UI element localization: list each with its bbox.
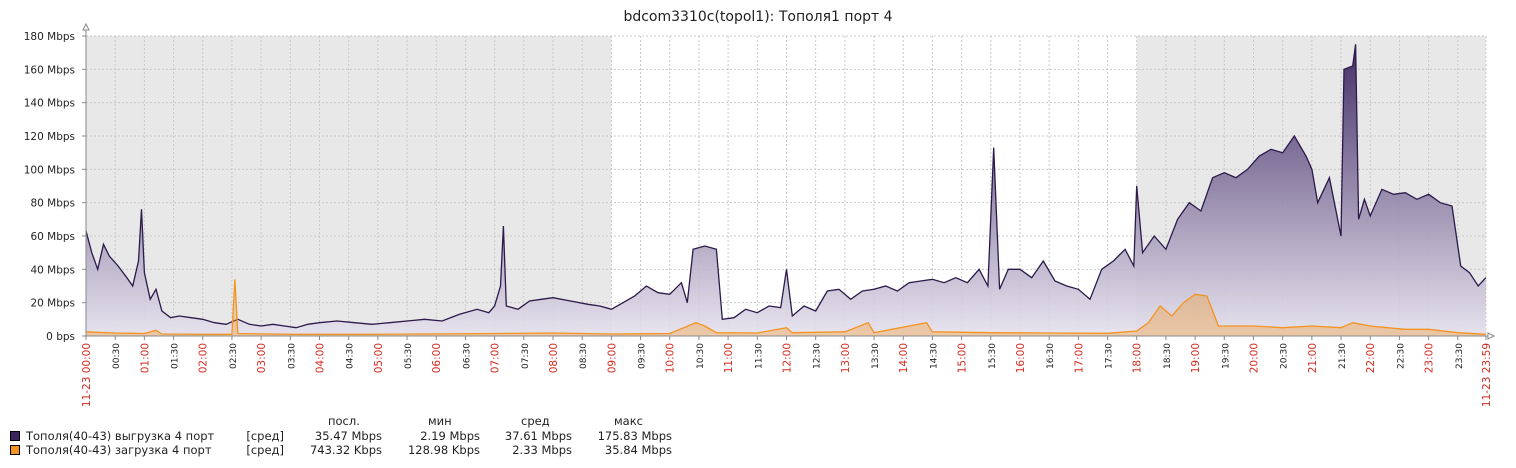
legend-header-avg: сред xyxy=(521,414,550,428)
x-tick-label: 17:00 xyxy=(1073,343,1085,373)
download-line xyxy=(85,279,1486,335)
x-tick-label: 02:30 xyxy=(229,343,239,369)
x-tick-label: 19:30 xyxy=(1221,343,1231,369)
x-tick-label: 11-23 23:59 xyxy=(1481,343,1493,407)
legend-func: [сред] xyxy=(246,443,284,457)
x-tick-label: 19:00 xyxy=(1190,343,1202,373)
legend-row-upload: Тополя(40-43) выгрузка 4 порт [сред] 35.… xyxy=(10,429,710,443)
legend-last: 743.32 Kbps xyxy=(309,443,382,457)
x-tick-label: 07:30 xyxy=(521,343,531,369)
x-tick-label: 20:30 xyxy=(1280,343,1290,369)
upload-line xyxy=(85,44,1487,329)
x-tick-label: 06:00 xyxy=(431,343,443,373)
x-tick-label: 11:30 xyxy=(754,343,764,369)
legend-max: 35.84 Mbps xyxy=(604,443,672,457)
legend-last: 35.47 Mbps xyxy=(314,429,382,443)
legend-row-download: Тополя(40-43) загрузка 4 порт [сред] 743… xyxy=(10,443,710,457)
x-tick-label: 14:00 xyxy=(898,343,910,373)
legend-series-name: Тополя(40-43) выгрузка 4 порт xyxy=(26,429,215,443)
x-tick-label: 23:00 xyxy=(1424,343,1436,373)
x-tick-label: 09:00 xyxy=(606,343,618,373)
y-tick-label: 0 bps xyxy=(46,331,75,343)
y-tick-label: 40 Mbps xyxy=(30,264,75,276)
legend-avg: 37.61 Mbps xyxy=(504,429,572,443)
x-tick-label: 18:00 xyxy=(1132,343,1144,373)
legend-header-min: мин xyxy=(428,414,452,428)
download-area xyxy=(86,279,1486,336)
x-tick-label: 10:00 xyxy=(665,343,677,373)
x-tick-label: 14:30 xyxy=(929,343,939,369)
x-axis-arrow xyxy=(1487,332,1496,340)
x-tick-label: 04:30 xyxy=(346,343,356,369)
y-axis-arrow xyxy=(82,22,90,31)
y-tick-label: 60 Mbps xyxy=(30,231,75,243)
x-tick-label: 08:00 xyxy=(548,343,560,373)
x-tick-label: 10:30 xyxy=(696,343,706,369)
x-tick-label: 22:30 xyxy=(1396,343,1406,369)
y-tick-label: 160 Mbps xyxy=(24,64,75,76)
x-tick-label: 18:30 xyxy=(1163,343,1173,369)
x-tick-label: 13:30 xyxy=(871,343,881,369)
y-tick-label: 100 Mbps xyxy=(24,164,75,176)
legend-swatch-upload xyxy=(10,431,20,441)
legend-min: 2.19 Mbps xyxy=(420,429,480,443)
legend-header-last: посл. xyxy=(328,414,360,428)
y-tick-label: 120 Mbps xyxy=(24,131,75,143)
chart-title: bdcom3310c(topol1): Тополя1 порт 4 xyxy=(623,9,893,25)
x-tick-label: 15:30 xyxy=(988,343,998,369)
legend-swatch-download xyxy=(10,445,20,455)
x-tick-label: 23:30 xyxy=(1455,343,1465,369)
x-tick-label: 00:30 xyxy=(112,343,122,369)
x-tick-label: 16:00 xyxy=(1015,343,1027,373)
legend-avg: 2.33 Mbps xyxy=(512,443,572,457)
legend-min: 128.98 Kbps xyxy=(407,443,480,457)
x-tick-label: 15:00 xyxy=(957,343,969,373)
x-tick-label: 03:30 xyxy=(287,343,297,369)
x-tick-label: 05:00 xyxy=(373,343,385,373)
legend-max: 175.83 Mbps xyxy=(597,429,672,443)
x-tick-label: 13:00 xyxy=(840,343,852,373)
upload-area xyxy=(86,44,1486,337)
x-tick-label: 03:00 xyxy=(256,343,268,373)
x-tick-label: 21:30 xyxy=(1338,343,1348,369)
x-tick-label: 12:30 xyxy=(813,343,823,369)
y-tick-label: 20 Mbps xyxy=(30,298,75,310)
x-tick-label: 17:30 xyxy=(1105,343,1115,369)
x-tick-label: 20:00 xyxy=(1248,343,1260,373)
x-tick-label: 04:00 xyxy=(314,343,326,373)
y-tick-label: 180 Mbps xyxy=(24,31,75,43)
y-tick-label: 80 Mbps xyxy=(30,198,75,210)
x-tick-label: 08:30 xyxy=(579,343,589,369)
legend-header-max: макс xyxy=(614,414,643,428)
y-tick-label: 140 Mbps xyxy=(24,98,75,110)
legend-func: [сред] xyxy=(246,429,284,443)
x-tick-label: 01:00 xyxy=(139,343,151,373)
legend-series-name: Тополя(40-43) загрузка 4 порт xyxy=(26,443,212,457)
x-tick-label: 02:00 xyxy=(198,343,210,373)
x-tick-label: 21:00 xyxy=(1307,343,1319,373)
x-tick-label: 11:00 xyxy=(723,343,735,373)
x-tick-label: 07:00 xyxy=(490,343,502,373)
x-tick-label: 12:00 xyxy=(781,343,793,373)
x-tick-label: 16:30 xyxy=(1046,343,1056,369)
x-tick-label: 05:30 xyxy=(404,343,414,369)
x-tick-label: 06:30 xyxy=(462,343,472,369)
x-tick-label: 11-23 00:00 xyxy=(81,343,93,407)
x-tick-label: 09:30 xyxy=(638,343,648,369)
x-tick-label: 01:30 xyxy=(171,343,181,369)
x-tick-label: 22:00 xyxy=(1365,343,1377,373)
